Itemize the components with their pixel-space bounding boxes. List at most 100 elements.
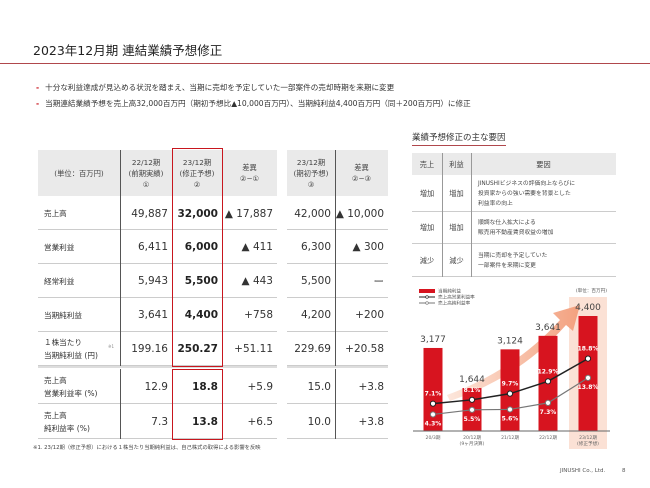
- row-label-line: 営業利益: [44, 242, 75, 252]
- table-cell: +3.8: [358, 415, 385, 428]
- table-header: 23/12期 (期初予想) ③: [287, 150, 335, 196]
- table-cell: ー: [373, 275, 385, 288]
- factor-header: 利益: [442, 153, 471, 175]
- net-income-chart: 3,177 1,644 3,124 3,641 4,400 7.1% 8.1% 9.7% 12.…: [413, 287, 610, 449]
- table-cell: 7.3: [151, 415, 168, 428]
- row-divider: [287, 438, 388, 439]
- table-cell: 5,500: [184, 275, 218, 287]
- bar-value-label: 3,124: [497, 336, 523, 346]
- column-divider: [471, 153, 472, 277]
- factor-reason: 当期に売却を予定していた 一部案件を来期に変更: [471, 244, 616, 277]
- footnote: ※1. 23/12期（修正予想）における１株当たり当期純利益は、自己株式の取得に…: [33, 445, 261, 451]
- header-line: ③: [307, 179, 315, 189]
- column-divider: [335, 369, 336, 439]
- table-cell: ▲ 443: [241, 275, 273, 287]
- row-divider: [287, 403, 388, 404]
- row-divider: [38, 263, 277, 264]
- company-footer: JINUSHI Co., Ltd.: [560, 468, 606, 474]
- line-point: [429, 411, 437, 418]
- table-cell: 42,000: [294, 207, 331, 220]
- line-point: [584, 374, 592, 381]
- header-line: ②: [193, 179, 201, 189]
- row-divider: [412, 211, 616, 212]
- table-cell: 10.0: [307, 415, 331, 428]
- line-point: [544, 378, 552, 385]
- column-divider: [120, 369, 121, 439]
- header-line: 22/12期: [131, 157, 161, 167]
- legend-bar-swatch: [419, 289, 435, 293]
- table-cell: 250.27: [177, 343, 218, 355]
- table-cell: 199.16: [131, 343, 168, 355]
- factor-profit: 減少: [449, 255, 464, 265]
- row-label: 当期純利益: [38, 298, 120, 332]
- table-header: 23/12期 (修正予想) ②: [172, 150, 222, 196]
- bar: [500, 349, 520, 431]
- note-marker: ※1: [108, 344, 114, 349]
- row-divider: [38, 438, 277, 439]
- header-line: (修正予想): [179, 168, 215, 178]
- x-tick-label: 21/12期: [501, 435, 519, 441]
- row-label-line: 純利益率 (%): [44, 423, 90, 433]
- bar-value-label: 3,641: [535, 323, 561, 333]
- margin-label: 12.9%: [538, 368, 559, 375]
- header-line: ①: [142, 179, 150, 189]
- legend-marker: [425, 301, 429, 305]
- row-divider: [38, 403, 277, 404]
- factor-sales: 減少: [419, 255, 435, 265]
- header-line: 23/12期: [296, 157, 326, 167]
- row-label-line: 売上高: [44, 209, 67, 218]
- row-divider: [287, 229, 388, 230]
- header-line: 差異: [354, 163, 369, 172]
- table-header: 差異 ②−③: [335, 150, 388, 196]
- line-point: [506, 390, 514, 397]
- factors-title: 業績予想修正の主な要因: [412, 131, 506, 146]
- margin-label: 4.3%: [425, 420, 442, 427]
- row-label: 売上高 営業利益率 (%): [38, 369, 120, 404]
- header-line: 差異: [242, 163, 257, 172]
- factor-reason: JINUSHIビジネスの評価向上ならびに 投資家からの強い需要を背景とした 利益率の…: [471, 175, 616, 212]
- factor-reason: 順調な仕入拡大による 販売用不動産賃貸収益の増加: [471, 212, 616, 244]
- table-cell: +200: [355, 309, 384, 321]
- bar-value-label: 3,177: [420, 335, 446, 345]
- line-point: [468, 396, 476, 403]
- x-tick-label: 22/12期: [539, 435, 557, 441]
- table-cell: +758: [244, 309, 273, 321]
- table-cell: ▲ 411: [241, 241, 273, 253]
- x-tick-label: 23/12期: [579, 435, 597, 441]
- factor-profit: 増加: [449, 188, 464, 198]
- row-label-line: 売上高: [44, 410, 67, 420]
- margin-label: 7.3%: [540, 409, 557, 416]
- table-cell: +20.58: [345, 343, 384, 355]
- factor-sales: 増加: [419, 223, 435, 232]
- row-label-line: 当期純利益 (円): [44, 351, 98, 360]
- table-header: 差異 ②−①: [222, 150, 277, 196]
- row-label-line: 経常利益: [44, 276, 75, 286]
- header-line: 23/12期: [182, 157, 212, 167]
- row-divider: [287, 297, 388, 298]
- table-cell: 4,200: [300, 309, 331, 321]
- row-label: 営業利益: [38, 230, 120, 264]
- row-divider: [38, 331, 277, 332]
- row-label-line: １株当たり: [44, 338, 82, 347]
- table-cell: 3,641: [137, 309, 168, 321]
- bar: [578, 316, 598, 431]
- row-divider: [287, 263, 388, 264]
- bullet-item: - 十分な利益達成が見込める状況を踏まえ、当期に売却を予定していた一部案件の売却時…: [36, 83, 395, 92]
- margin-label: 9.7%: [502, 381, 519, 388]
- table-cell: +6.5: [247, 415, 274, 428]
- bullet-text: 当期連結業績予想を売上高32,000百万円（期初予想比▲10,000百万円）、当…: [45, 99, 471, 108]
- row-divider: [38, 229, 277, 230]
- header-line: ②−③: [351, 174, 372, 183]
- table-cell: 32,000: [177, 207, 218, 220]
- page-title: 2023年12月期 連結業績予想修正: [33, 43, 223, 58]
- reason-line: 投資家からの強い需要を背景とした: [478, 190, 571, 197]
- row-divider: [287, 331, 388, 332]
- legend-label: 当期純利益: [438, 288, 461, 295]
- table-cell: 18.8: [192, 380, 218, 393]
- x-tick-label: (9ヶ月決算): [460, 440, 485, 447]
- section-divider: [38, 366, 277, 368]
- table-cell: 6,000: [184, 241, 218, 253]
- bar-value-label: 4,400: [575, 303, 601, 313]
- table-header: 22/12期 (前期実績) ①: [120, 150, 172, 196]
- table-cell: 5,500: [300, 275, 331, 287]
